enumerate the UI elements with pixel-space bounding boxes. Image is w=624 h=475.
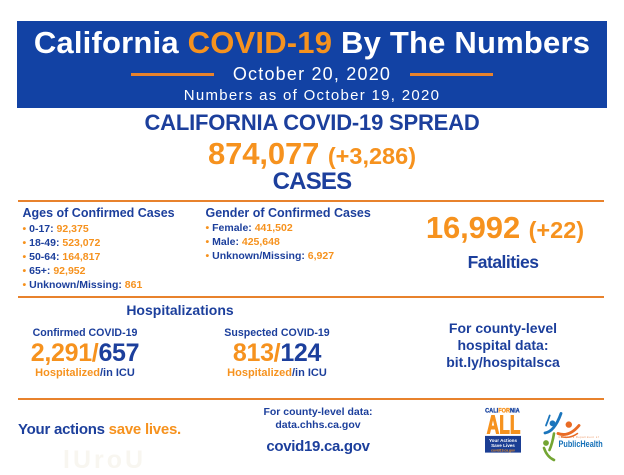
svg-text:Save Lives: Save Lives: [491, 443, 515, 448]
svg-text:PublicHealth: PublicHealth: [559, 439, 603, 449]
svg-text:covid19.ca.gov: covid19.ca.gov: [491, 449, 515, 453]
svg-text:California Department of: California Department of: [559, 436, 599, 439]
svg-text:ALL: ALL: [487, 412, 521, 440]
svg-text:Your Actions: Your Actions: [489, 438, 518, 443]
svg-text:CALIFORNIA: CALIFORNIA: [485, 407, 520, 414]
